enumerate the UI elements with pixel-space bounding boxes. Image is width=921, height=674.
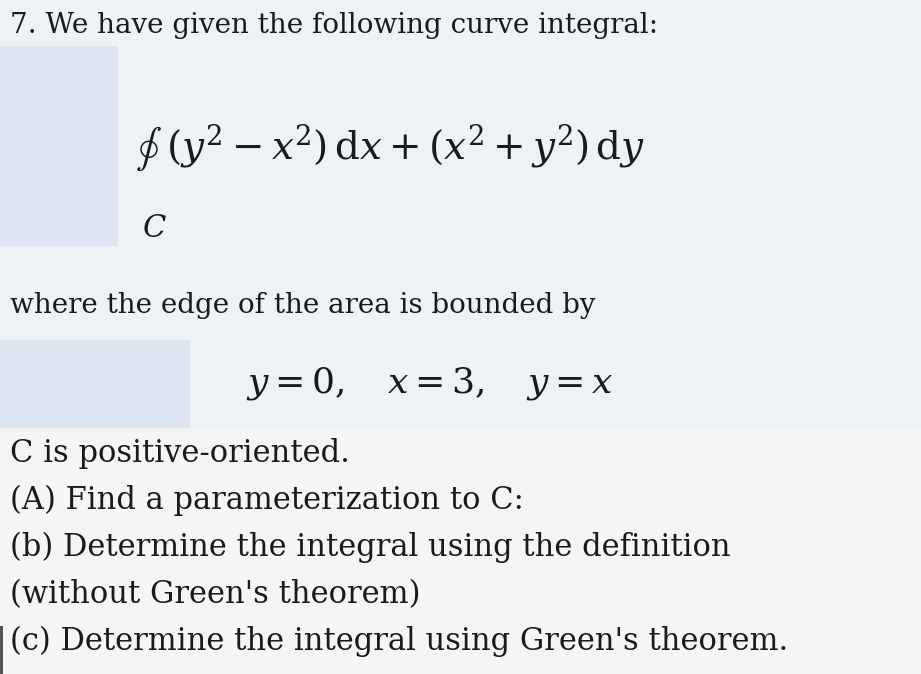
Text: where the edge of the area is bounded by: where the edge of the area is bounded by — [10, 292, 596, 319]
Text: (A) Find a parameterization to C:: (A) Find a parameterization to C: — [10, 485, 524, 516]
FancyBboxPatch shape — [0, 626, 3, 674]
Text: (b) Determine the integral using the definition: (b) Determine the integral using the def… — [10, 532, 730, 563]
Text: $y = 0, \quad x = 3, \quad y = x$: $y = 0, \quad x = 3, \quad y = x$ — [246, 365, 613, 402]
Text: C is positive-oriented.: C is positive-oriented. — [10, 438, 350, 469]
FancyBboxPatch shape — [0, 0, 921, 285]
Text: $C$: $C$ — [142, 213, 167, 244]
FancyBboxPatch shape — [0, 340, 190, 428]
Text: (c) Determine the integral using Green's theorem.: (c) Determine the integral using Green's… — [10, 626, 788, 657]
FancyBboxPatch shape — [0, 285, 921, 430]
FancyBboxPatch shape — [0, 46, 118, 246]
FancyBboxPatch shape — [0, 430, 921, 674]
Text: 7. We have given the following curve integral:: 7. We have given the following curve int… — [10, 12, 659, 39]
Text: $\oint\ (y^2 - x^2)\,\mathrm{d}x + (x^2 + y^2)\,\mathrm{d}y$: $\oint\ (y^2 - x^2)\,\mathrm{d}x + (x^2 … — [134, 123, 645, 173]
Text: (without Green's theorem): (without Green's theorem) — [10, 579, 421, 610]
